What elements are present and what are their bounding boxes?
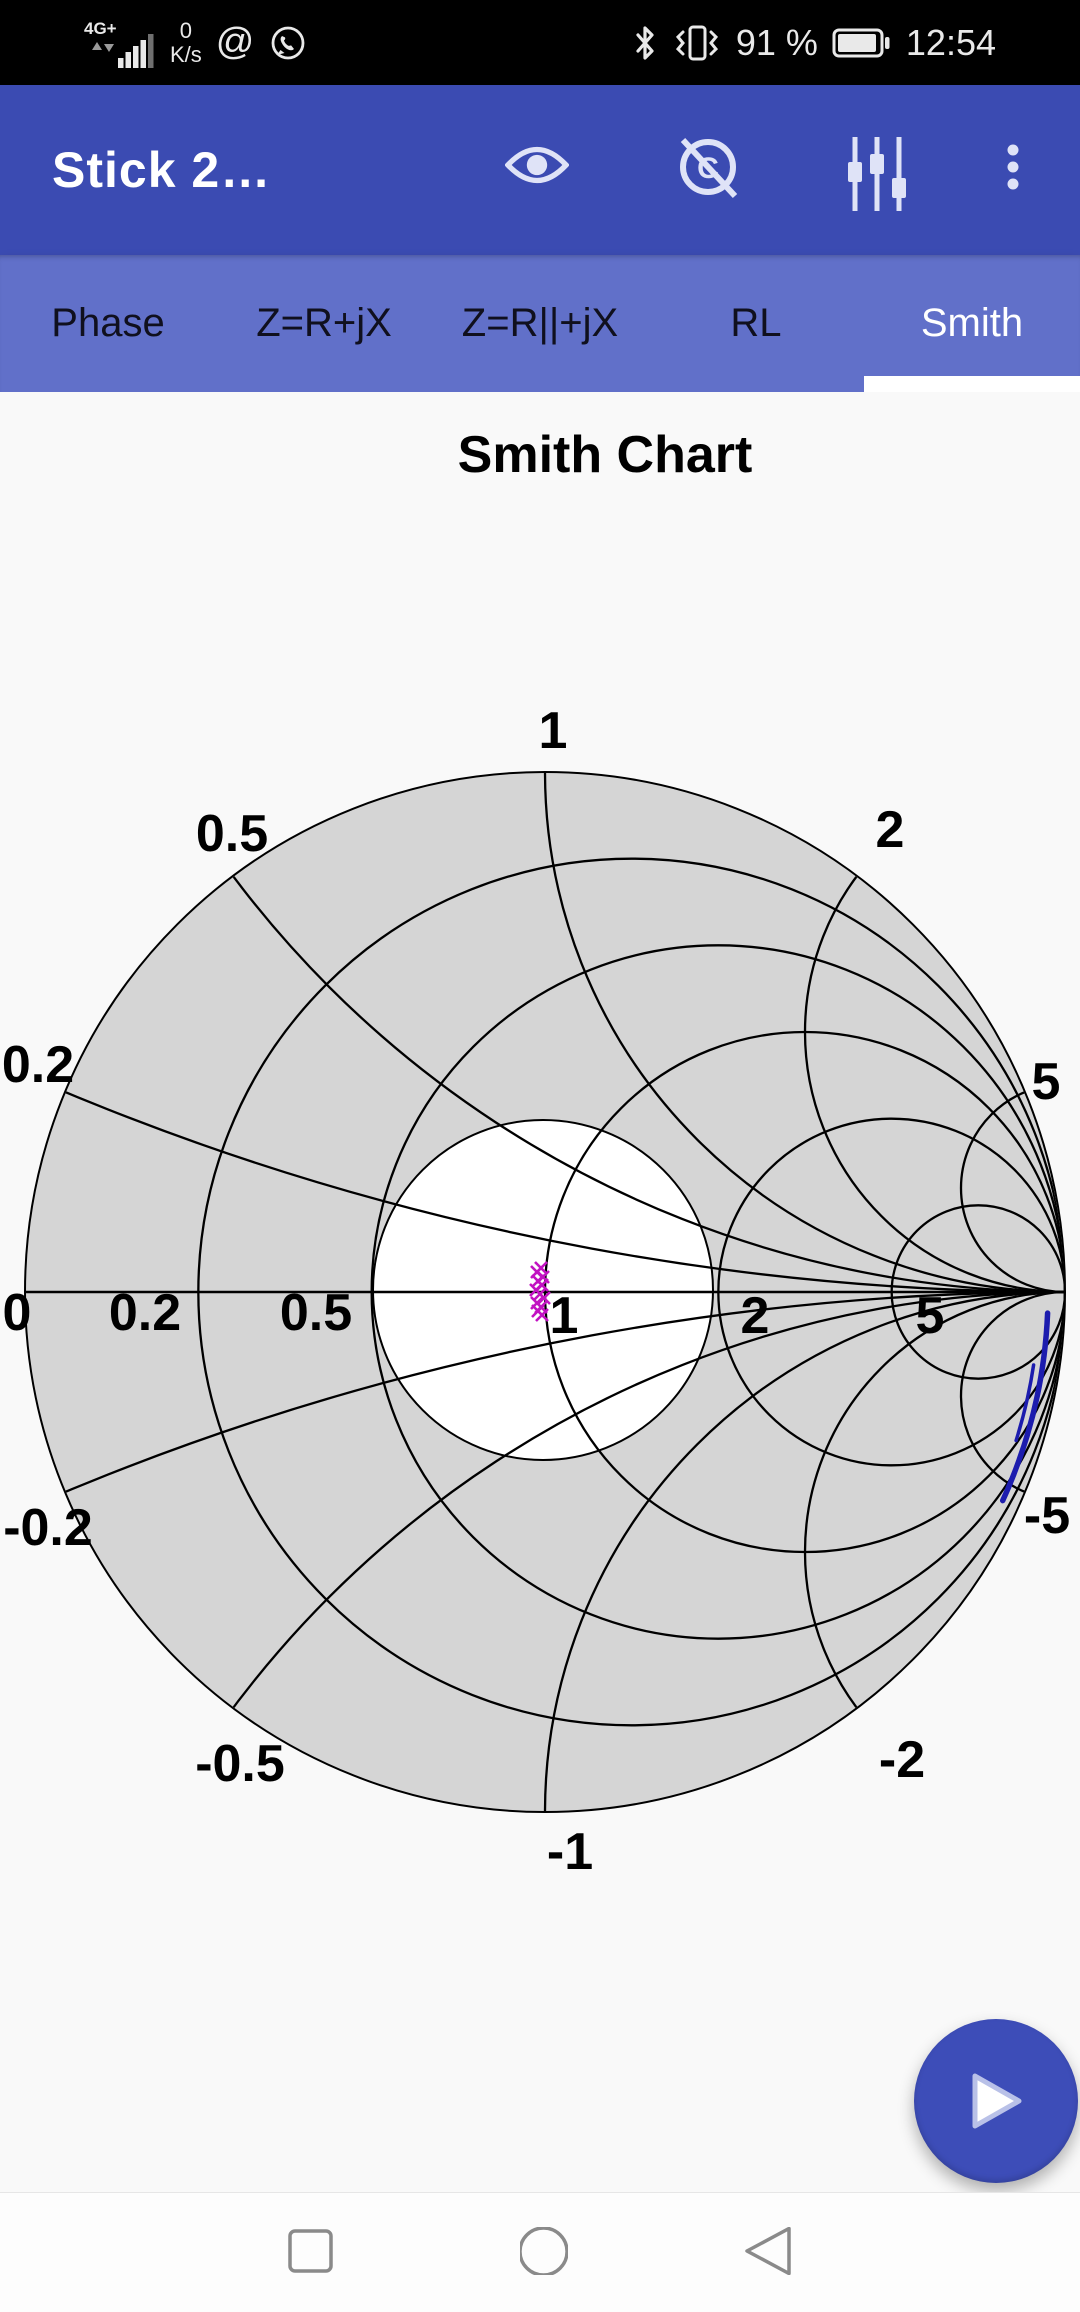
status-left: 4G+ 0 K/s @ xyxy=(84,18,308,68)
status-right: 91 % 12:54 xyxy=(634,22,996,64)
recents-button[interactable] xyxy=(286,2227,334,2275)
android-nav-bar xyxy=(0,2192,1080,2312)
whatsapp-icon xyxy=(271,26,305,59)
network-type-label: 4G+ xyxy=(84,19,117,38)
back-button[interactable] xyxy=(744,2226,792,2276)
overflow-menu-icon xyxy=(1007,144,1019,190)
downlink-arrow-icon xyxy=(104,43,114,52)
recents-square-icon xyxy=(288,2229,333,2273)
back-triangle-icon xyxy=(745,2226,791,2276)
tab-smith[interactable]: Smith xyxy=(864,255,1080,392)
tab-z-series[interactable]: Z=R+jX xyxy=(216,255,432,392)
bluetooth-icon xyxy=(636,25,654,60)
calibration-off-button[interactable]: C xyxy=(676,135,740,199)
sliders-icon xyxy=(848,137,906,211)
tab-rl[interactable]: RL xyxy=(648,255,864,392)
calibration-off-icon: C xyxy=(680,137,738,199)
status-bar: 4G+ 0 K/s @ xyxy=(0,0,1080,85)
signal-bars-icon: 4G+ xyxy=(84,19,154,68)
at-icon: @ xyxy=(215,21,255,63)
tab-phase[interactable]: Phase xyxy=(0,255,216,392)
app-bar: Stick 2… C xyxy=(0,85,1080,255)
tab-z-parallel[interactable]: Z=R||+jX xyxy=(432,255,648,392)
content-area xyxy=(0,392,1080,2192)
sliders-button[interactable] xyxy=(845,135,909,211)
speed-value: 0 xyxy=(179,17,193,43)
eye-icon xyxy=(505,147,569,183)
battery-percent-label: 91 % xyxy=(735,21,818,63)
page-title: Smith Chart xyxy=(457,426,753,484)
visibility-button[interactable] xyxy=(505,133,569,197)
uplink-arrow-icon xyxy=(92,41,102,50)
home-circle-icon xyxy=(518,2226,569,2277)
app-title: Stick 2… xyxy=(52,142,272,198)
network-speed: 0 K/s xyxy=(170,17,202,67)
play-fab-button[interactable] xyxy=(914,2019,1078,2183)
play-icon xyxy=(972,2073,1022,2129)
tab-bar: Phase Z=R+jX Z=R||+jX RL Smith xyxy=(0,255,1080,392)
home-button[interactable] xyxy=(518,2226,569,2277)
speed-unit: K/s xyxy=(170,41,202,67)
battery-icon xyxy=(832,28,890,57)
clock-label: 12:54 xyxy=(905,21,996,63)
overflow-menu-button[interactable] xyxy=(981,135,1045,199)
vibrate-icon xyxy=(675,25,718,60)
